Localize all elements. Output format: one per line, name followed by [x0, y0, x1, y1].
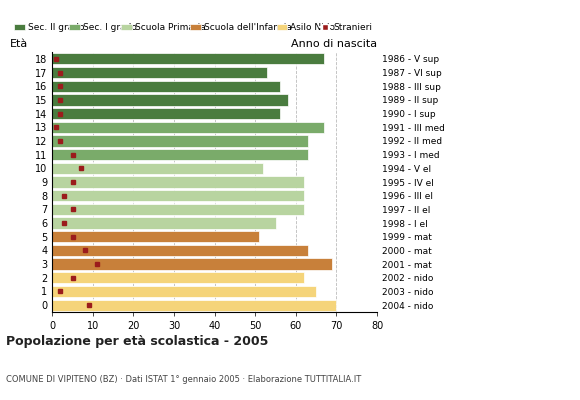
- Bar: [52, 94, 288, 106]
- Bar: [52, 67, 267, 78]
- Bar: [52, 135, 308, 146]
- Bar: [52, 190, 304, 201]
- Bar: [52, 286, 316, 297]
- Bar: [52, 231, 259, 242]
- Bar: [52, 204, 304, 215]
- Text: Anno di nascita: Anno di nascita: [291, 39, 377, 49]
- Bar: [52, 258, 332, 270]
- Text: Età: Età: [10, 39, 28, 49]
- Bar: [52, 272, 304, 283]
- Bar: [52, 53, 324, 64]
- Legend: Sec. II grado, Sec. I grado, Scuola Primaria, Scuola dell'Infanzia, Asilo Nido, : Sec. II grado, Sec. I grado, Scuola Prim…: [14, 23, 372, 32]
- Text: COMUNE DI VIPITENO (BZ) · Dati ISTAT 1° gennaio 2005 · Elaborazione TUTTITALIA.I: COMUNE DI VIPITENO (BZ) · Dati ISTAT 1° …: [6, 375, 361, 384]
- Text: Popolazione per età scolastica - 2005: Popolazione per età scolastica - 2005: [6, 335, 268, 348]
- Bar: [52, 108, 280, 119]
- Bar: [52, 80, 280, 92]
- Bar: [52, 245, 308, 256]
- Bar: [52, 163, 263, 174]
- Bar: [52, 122, 324, 133]
- Bar: [52, 300, 336, 311]
- Bar: [52, 176, 304, 188]
- Bar: [52, 218, 276, 229]
- Bar: [52, 149, 308, 160]
